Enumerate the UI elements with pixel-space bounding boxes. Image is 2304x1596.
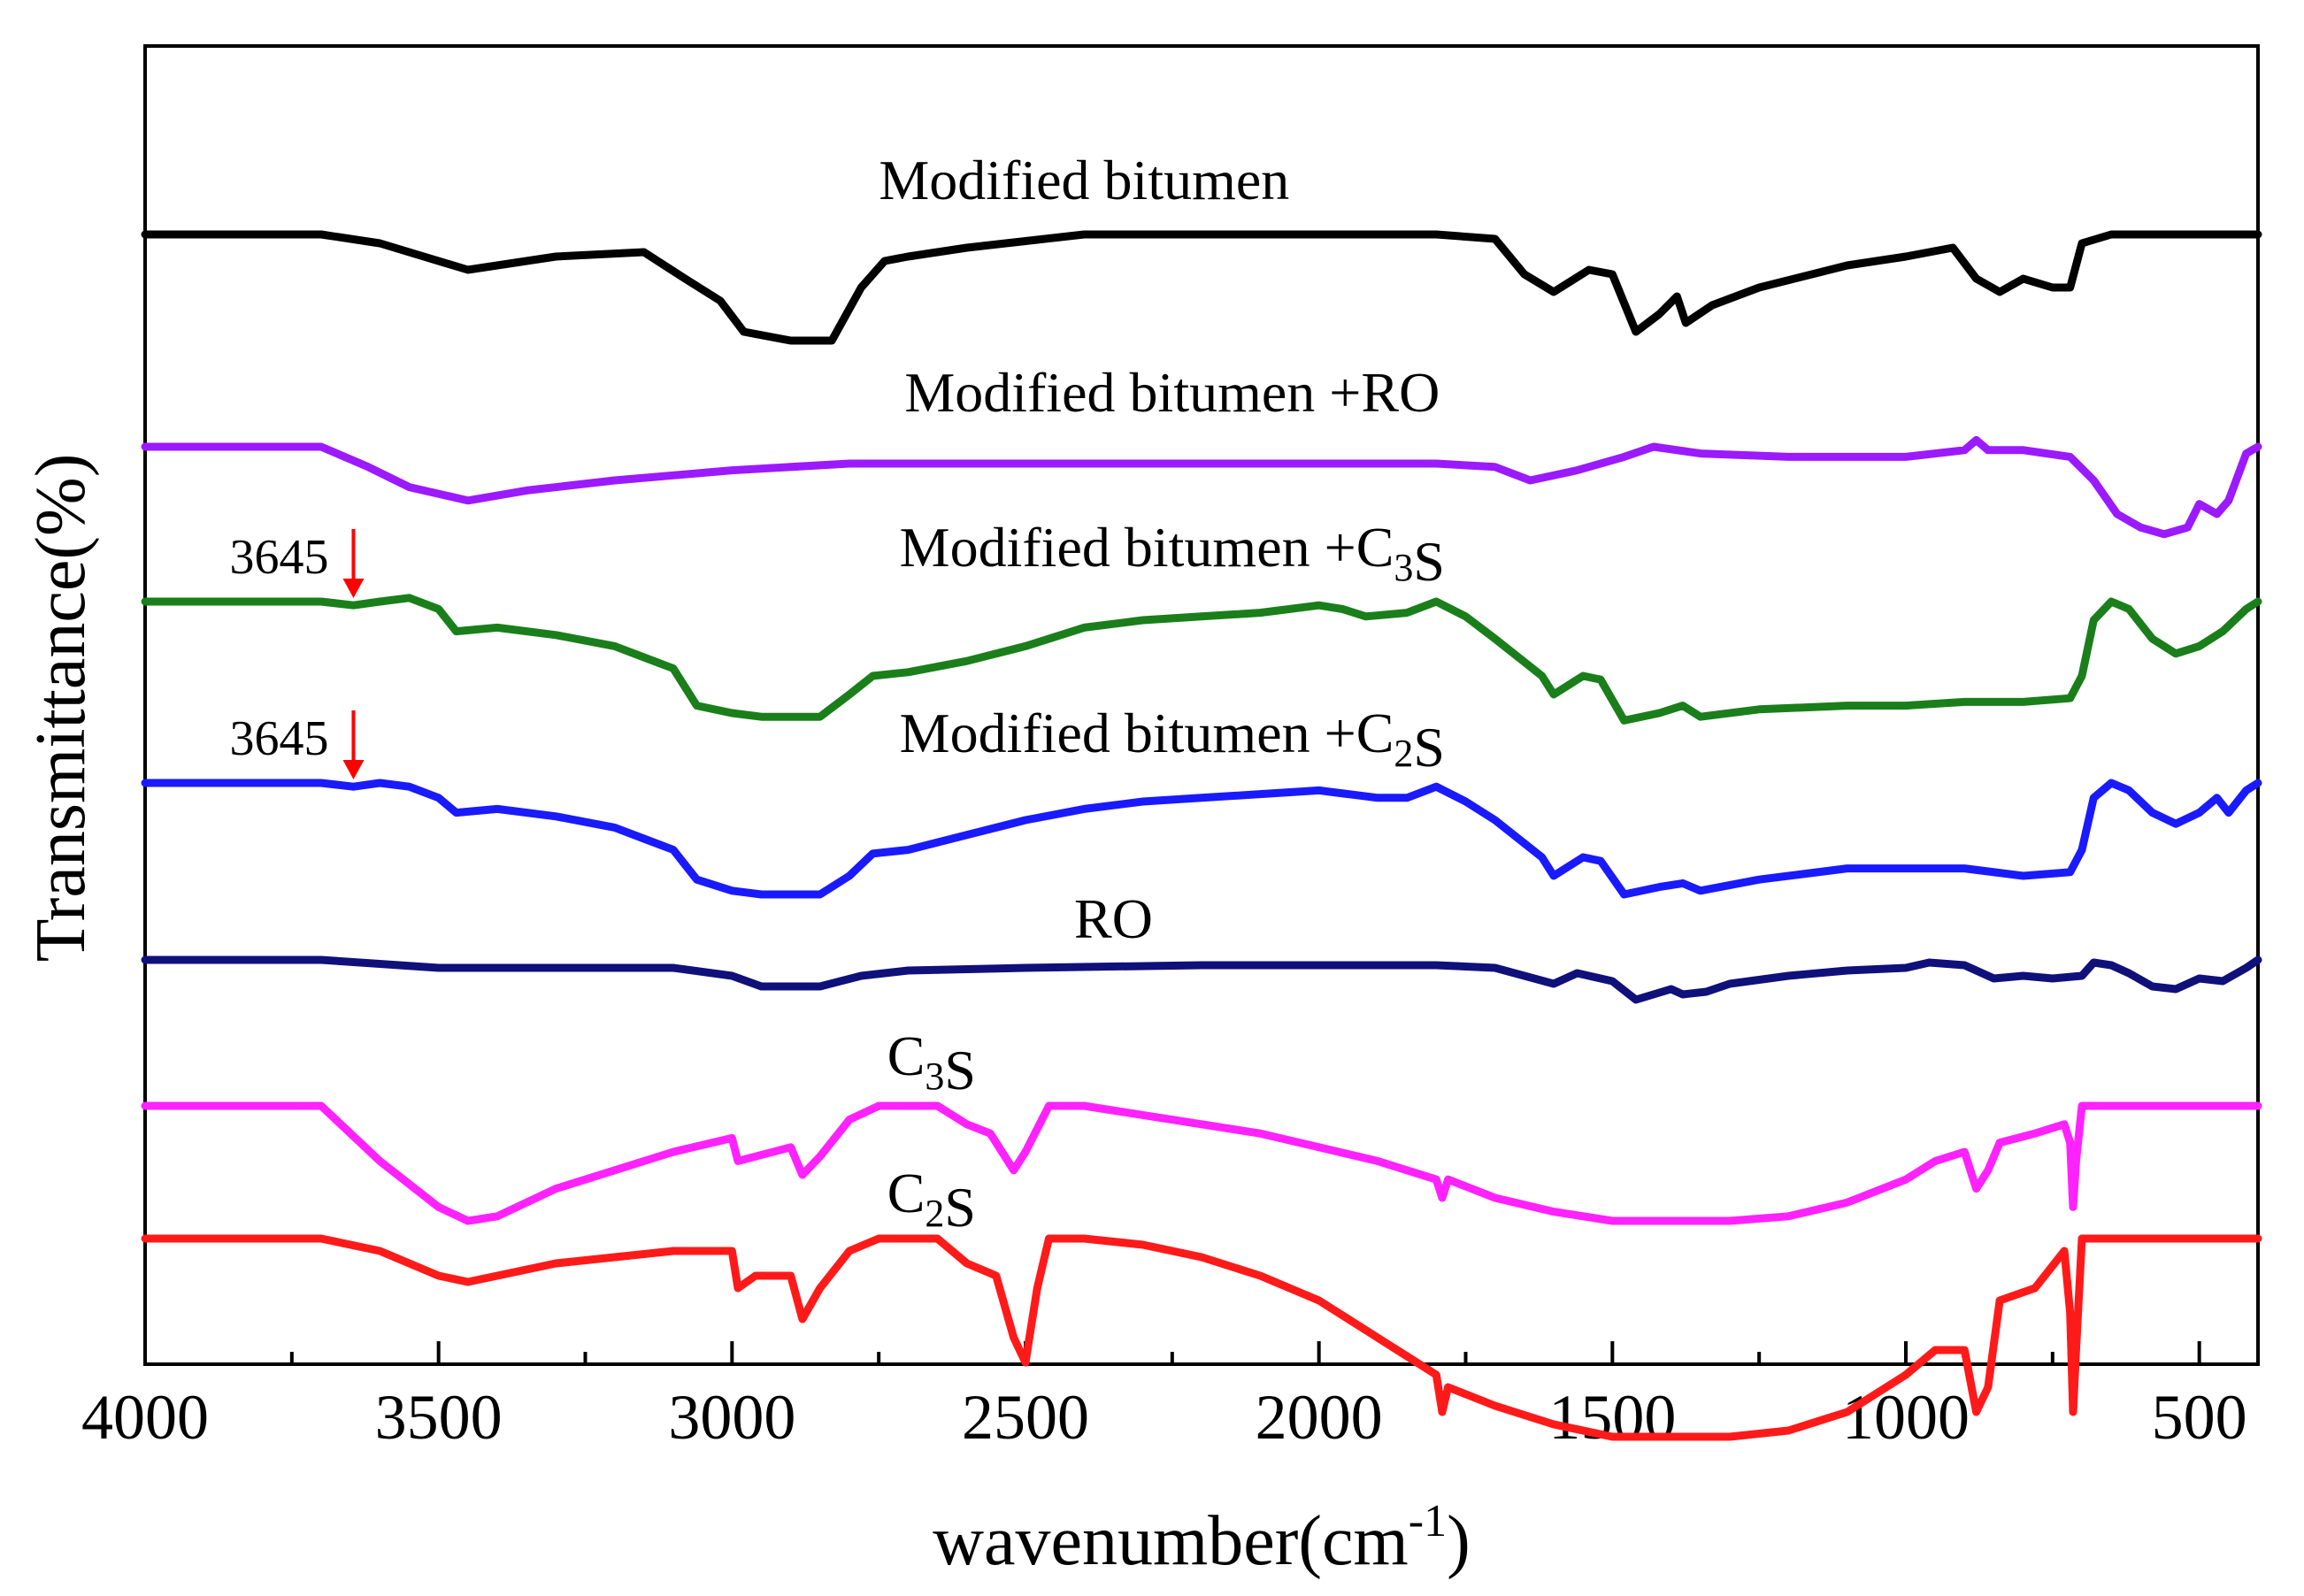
series-line-ro <box>141 955 2262 1004</box>
annotation-label: 3645 <box>229 530 328 585</box>
series-label: Modified bitumen <box>879 149 1289 211</box>
series-label: C2S <box>887 1162 976 1239</box>
x-axis-title-sup: -1 <box>1409 1496 1447 1546</box>
series-line-modified-bitumen-c3s <box>141 594 2262 725</box>
x-tick-label: 2000 <box>1256 1382 1383 1453</box>
annotation-arrow-head <box>342 579 365 598</box>
x-axis-title: wavenumber(cm-1) <box>933 1496 1471 1580</box>
series-label: C3S <box>887 1024 976 1101</box>
x-tick-label: 4000 <box>81 1382 209 1453</box>
x-tick-label: 2500 <box>962 1382 1089 1453</box>
y-axis-title: Transmittance(%) <box>22 454 100 963</box>
x-axis-ticks: 4000 3500 3000 2500 2000 1500 1000 500 <box>81 1341 2247 1453</box>
annotations: 3645 3645 <box>229 529 365 779</box>
annotation-arrow-head <box>342 760 365 779</box>
series-line-modified-bitumen-ro <box>141 435 2262 539</box>
series-labels: Modified bitumen Modified bitumen +RO Modi… <box>879 149 1445 1239</box>
x-axis-title-end: ) <box>1447 1502 1471 1580</box>
series-line-c2s <box>141 1234 2262 1441</box>
series-label: Modified bitumen +C2S <box>900 702 1445 779</box>
x-tick-label: 1500 <box>1548 1382 1676 1453</box>
x-tick-label: 1000 <box>1842 1382 1970 1453</box>
series-label: RO <box>1074 887 1153 950</box>
x-tick-label: 3500 <box>375 1382 503 1453</box>
x-axis-title-main: wavenumber(cm <box>933 1502 1409 1580</box>
series-line-modified-bitumen-c2s <box>141 779 2262 899</box>
plot-frame <box>143 44 2260 1366</box>
x-tick-label: 500 <box>2152 1382 2247 1453</box>
series-label: Modified bitumen +RO <box>904 361 1440 424</box>
x-tick-label: 3000 <box>668 1382 795 1453</box>
series-label: Modified bitumen +C3S <box>900 516 1445 593</box>
series-layer <box>141 230 2262 1441</box>
annotation-label: 3645 <box>229 711 328 766</box>
series-line-c3s <box>141 1101 2262 1225</box>
series-line-modified-bitumen <box>141 230 2262 345</box>
